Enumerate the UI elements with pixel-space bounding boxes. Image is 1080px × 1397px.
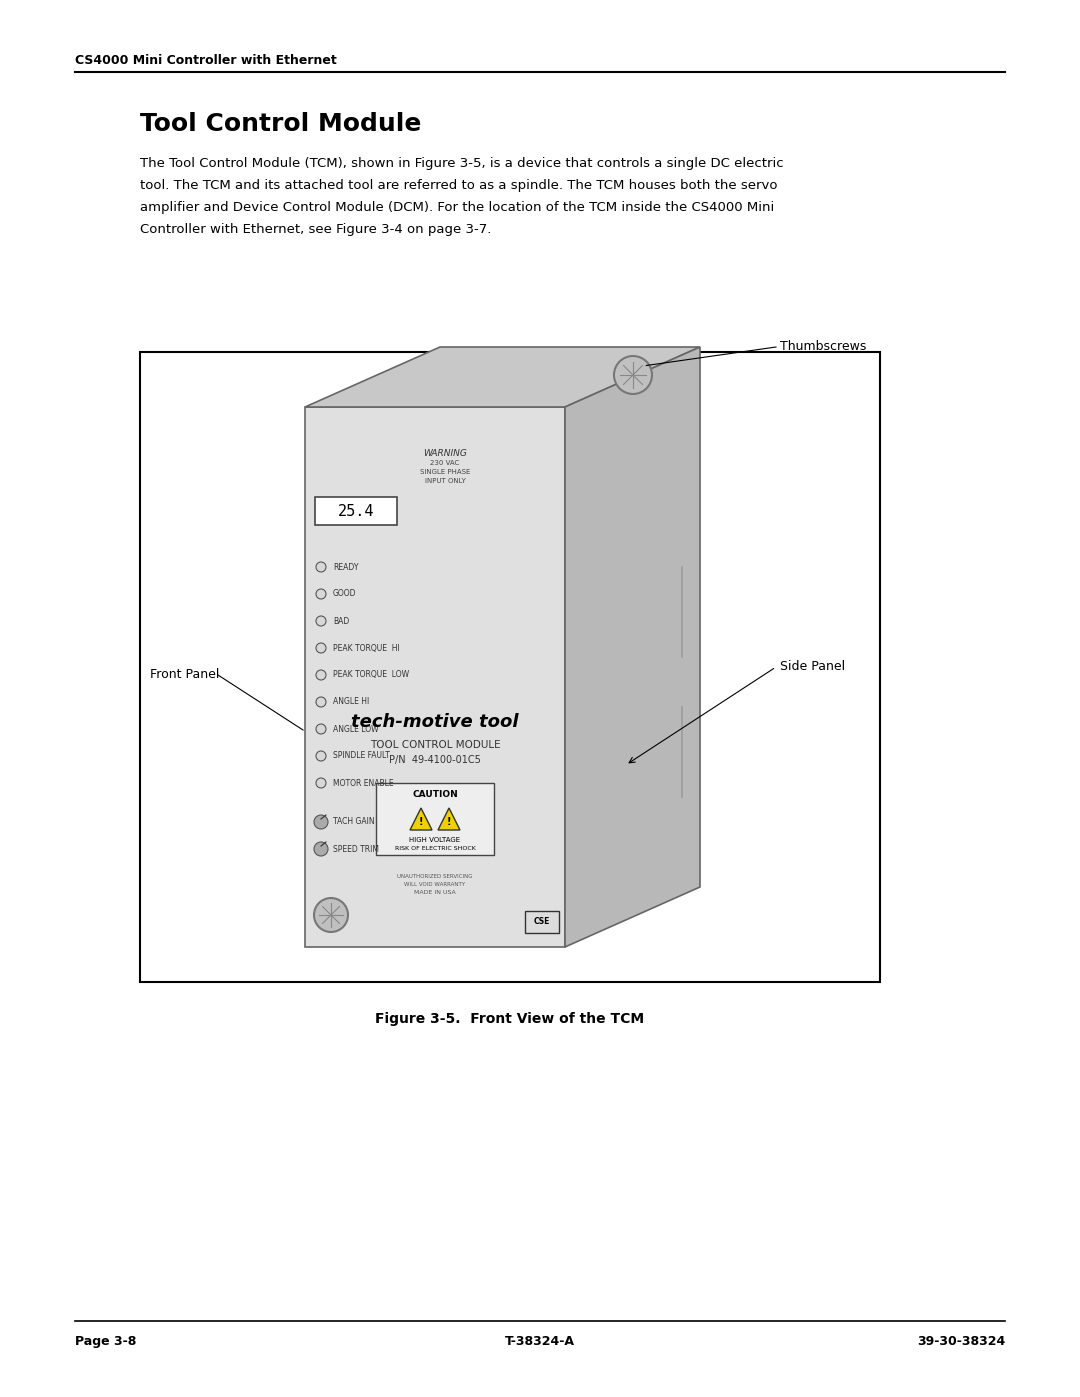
Circle shape bbox=[316, 671, 326, 680]
Text: WARNING: WARNING bbox=[423, 448, 467, 458]
Text: SPINDLE FAULT: SPINDLE FAULT bbox=[333, 752, 390, 760]
Text: ANGLE HI: ANGLE HI bbox=[333, 697, 369, 707]
Circle shape bbox=[314, 898, 348, 932]
Text: 25.4: 25.4 bbox=[338, 503, 375, 518]
Text: READY: READY bbox=[333, 563, 359, 571]
Text: Tool Control Module: Tool Control Module bbox=[140, 112, 421, 136]
Text: CS4000 Mini Controller with Ethernet: CS4000 Mini Controller with Ethernet bbox=[75, 54, 337, 67]
Text: T-38324-A: T-38324-A bbox=[505, 1336, 575, 1348]
Text: TOOL CONTROL MODULE: TOOL CONTROL MODULE bbox=[369, 740, 500, 750]
Text: Figure 3-5.  Front View of the TCM: Figure 3-5. Front View of the TCM bbox=[376, 1011, 645, 1025]
Text: ANGLE LOW: ANGLE LOW bbox=[333, 725, 379, 733]
Text: amplifier and Device Control Module (DCM). For the location of the TCM inside th: amplifier and Device Control Module (DCM… bbox=[140, 201, 774, 214]
Circle shape bbox=[316, 562, 326, 571]
Text: 39-30-38324: 39-30-38324 bbox=[917, 1336, 1005, 1348]
Circle shape bbox=[316, 778, 326, 788]
Text: WILL VOID WARRANTY: WILL VOID WARRANTY bbox=[405, 882, 465, 887]
Text: INPUT ONLY: INPUT ONLY bbox=[424, 478, 465, 483]
Circle shape bbox=[316, 590, 326, 599]
Polygon shape bbox=[305, 346, 700, 407]
Circle shape bbox=[615, 356, 652, 394]
Circle shape bbox=[314, 814, 328, 828]
Text: CSE: CSE bbox=[534, 918, 550, 926]
Polygon shape bbox=[410, 807, 432, 830]
Bar bbox=[315, 497, 397, 525]
Text: Thumbscrews: Thumbscrews bbox=[780, 341, 866, 353]
Bar bbox=[305, 407, 565, 947]
Text: Front Panel: Front Panel bbox=[150, 669, 219, 682]
Text: tech-motive tool: tech-motive tool bbox=[351, 712, 518, 731]
Text: HIGH VOLTAGE: HIGH VOLTAGE bbox=[409, 837, 460, 842]
Bar bbox=[376, 782, 494, 855]
Text: SPEED TRIM: SPEED TRIM bbox=[333, 845, 379, 854]
Text: TACH GAIN: TACH GAIN bbox=[333, 817, 375, 827]
Circle shape bbox=[316, 697, 326, 707]
Text: SINGLE PHASE: SINGLE PHASE bbox=[420, 469, 470, 475]
Text: 230 VAC: 230 VAC bbox=[430, 460, 460, 467]
Text: Side Panel: Side Panel bbox=[780, 661, 846, 673]
Text: Page 3-8: Page 3-8 bbox=[75, 1336, 136, 1348]
Text: UNAUTHORIZED SERVICING: UNAUTHORIZED SERVICING bbox=[397, 875, 473, 879]
Text: MOTOR ENABLE: MOTOR ENABLE bbox=[333, 778, 393, 788]
Text: tool. The TCM and its attached tool are referred to as a spindle. The TCM houses: tool. The TCM and its attached tool are … bbox=[140, 179, 778, 191]
Circle shape bbox=[316, 752, 326, 761]
Text: CAUTION: CAUTION bbox=[413, 789, 458, 799]
Text: !: ! bbox=[419, 817, 423, 827]
Text: Controller with Ethernet, see Figure 3-4 on page 3-7.: Controller with Ethernet, see Figure 3-4… bbox=[140, 224, 491, 236]
Text: !: ! bbox=[447, 817, 451, 827]
Polygon shape bbox=[565, 346, 700, 947]
Bar bbox=[140, 352, 880, 982]
Circle shape bbox=[316, 724, 326, 733]
Text: P/N  49-4100-01C5: P/N 49-4100-01C5 bbox=[389, 754, 481, 766]
Text: PEAK TORQUE  LOW: PEAK TORQUE LOW bbox=[333, 671, 409, 679]
Text: GOOD: GOOD bbox=[333, 590, 356, 598]
Bar bbox=[525, 911, 559, 933]
Circle shape bbox=[316, 643, 326, 652]
Text: MADE IN USA: MADE IN USA bbox=[414, 890, 456, 895]
Polygon shape bbox=[438, 807, 460, 830]
Circle shape bbox=[316, 616, 326, 626]
Text: RISK OF ELECTRIC SHOCK: RISK OF ELECTRIC SHOCK bbox=[394, 847, 475, 851]
Text: The Tool Control Module (TCM), shown in Figure 3-5, is a device that controls a : The Tool Control Module (TCM), shown in … bbox=[140, 156, 784, 170]
Text: PEAK TORQUE  HI: PEAK TORQUE HI bbox=[333, 644, 400, 652]
Circle shape bbox=[314, 842, 328, 856]
Text: BAD: BAD bbox=[333, 616, 349, 626]
